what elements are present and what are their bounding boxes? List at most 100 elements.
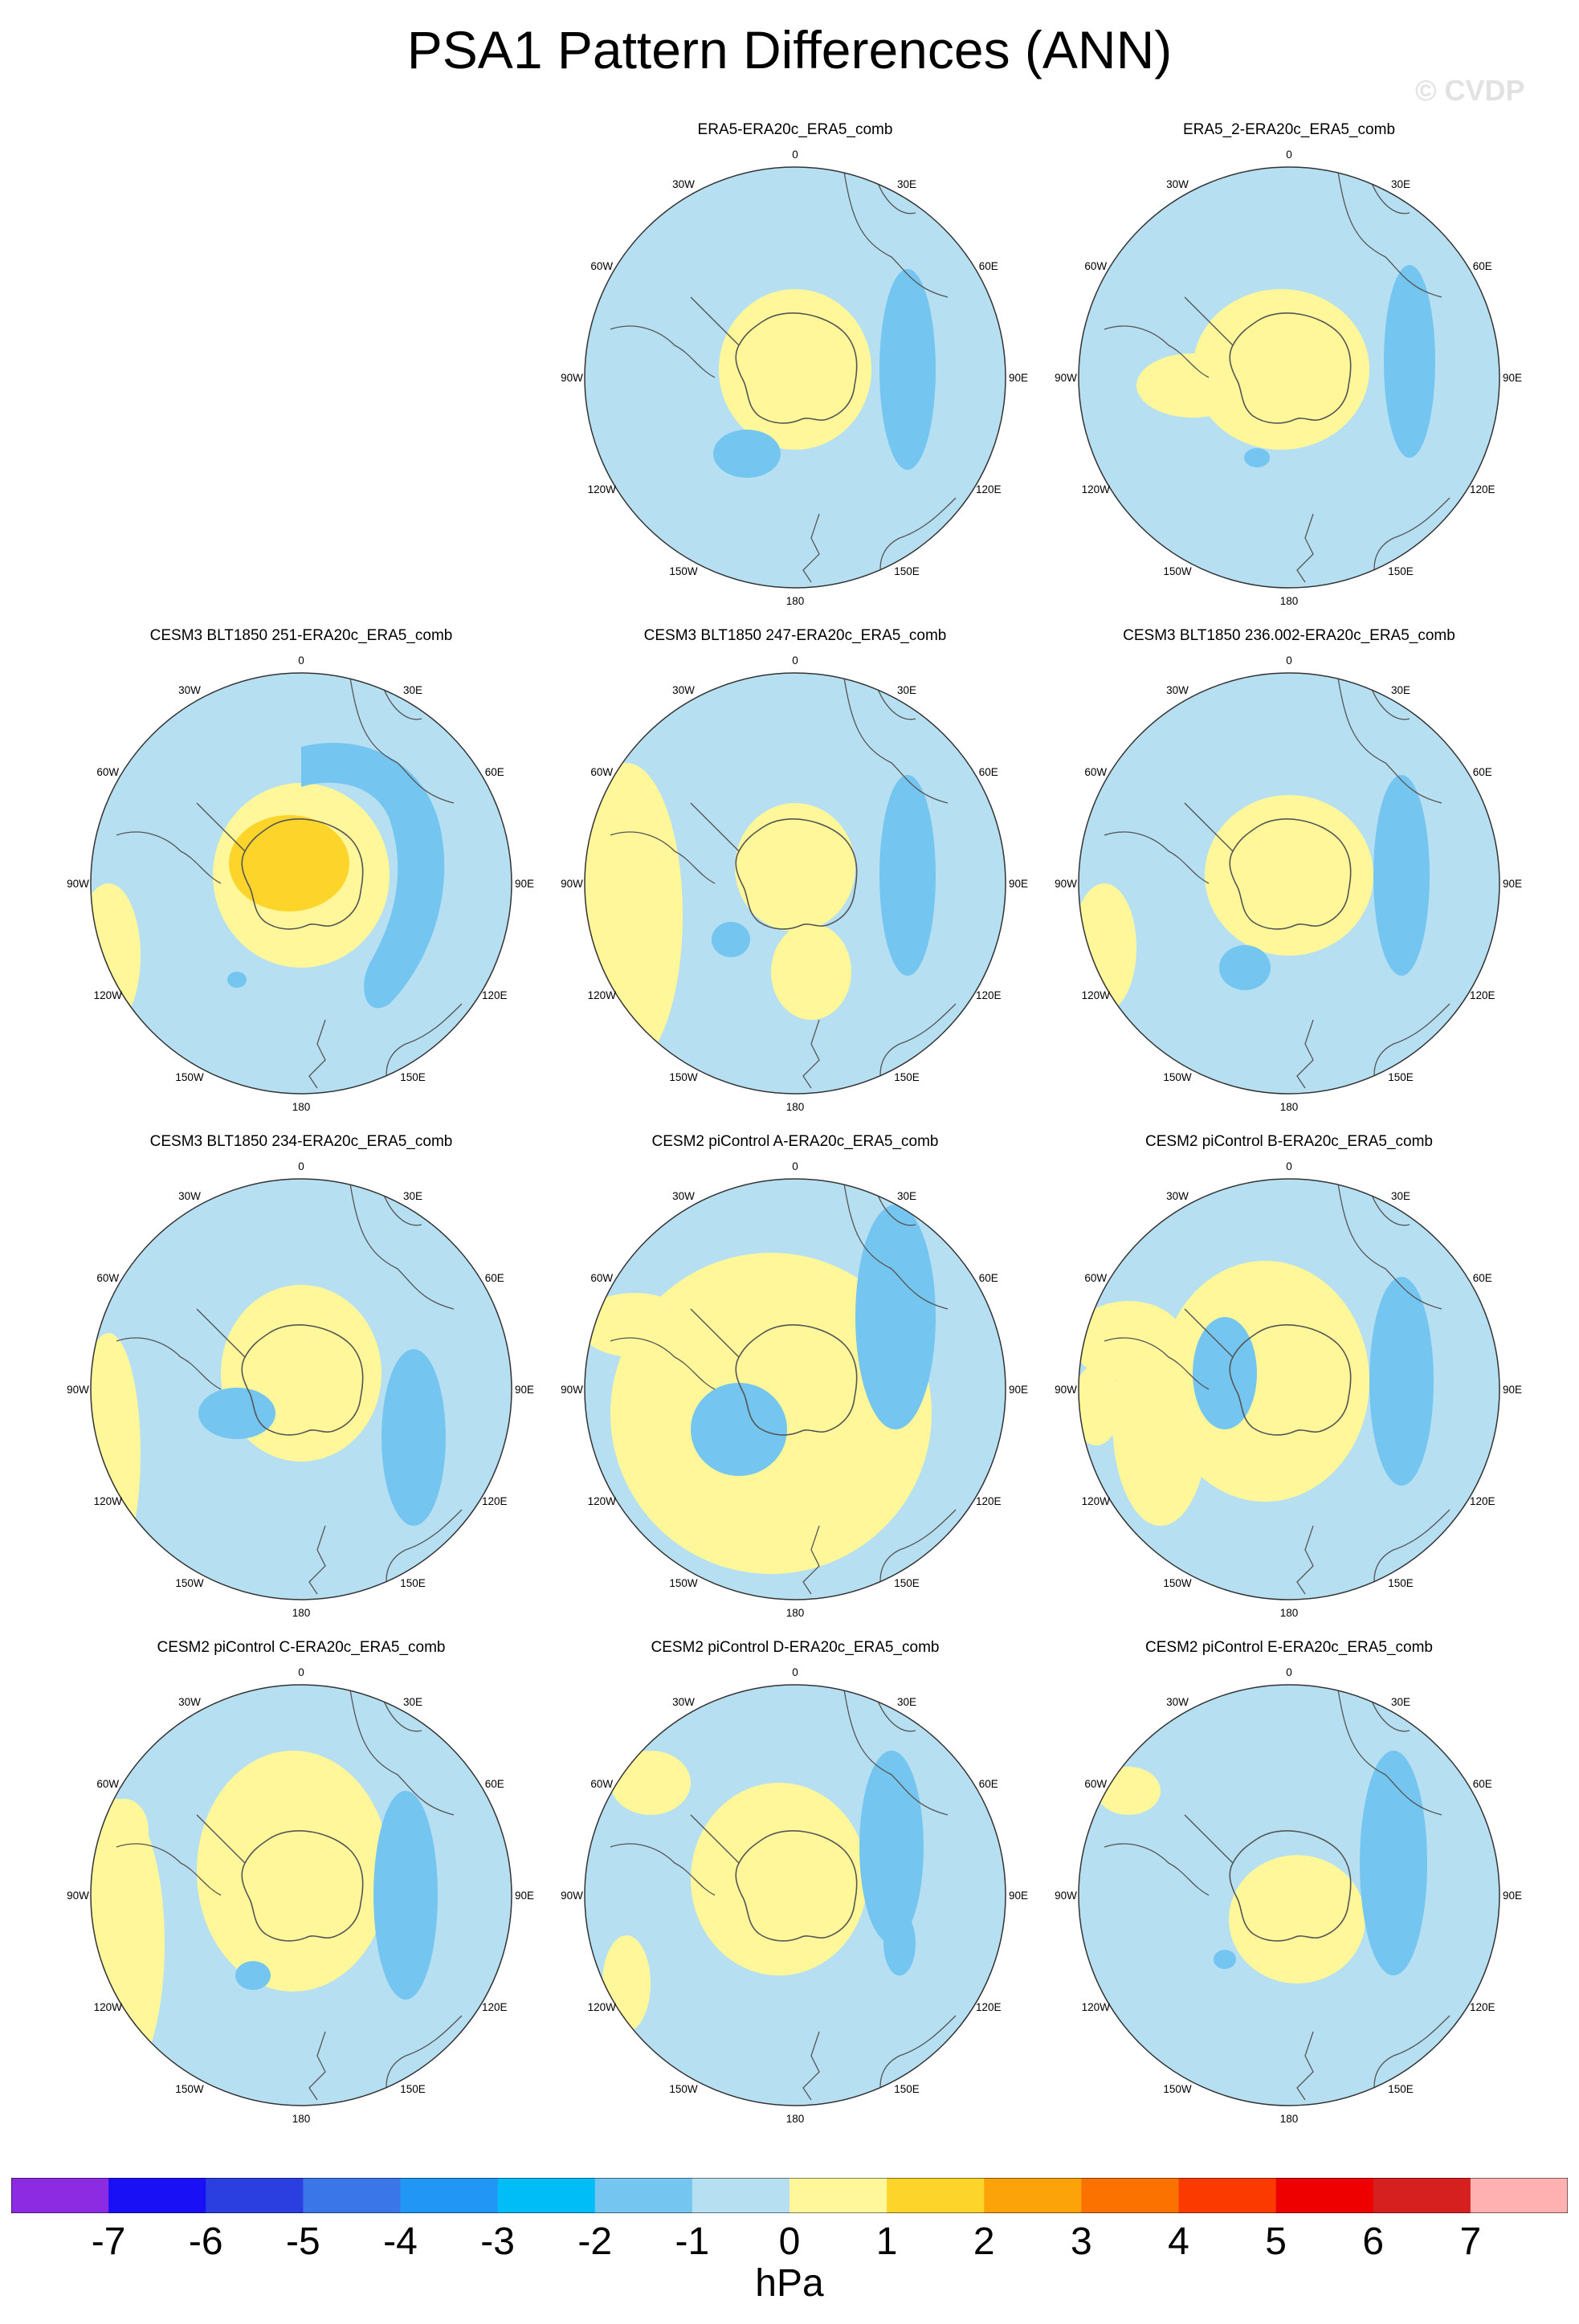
longitude-label: 30E <box>403 1190 422 1202</box>
longitude-label: 150E <box>894 2083 920 2095</box>
longitude-label: 60E <box>979 1272 998 1284</box>
longitude-label: 180 <box>786 1607 805 1619</box>
longitude-label: 0 <box>1286 1160 1292 1172</box>
longitude-label: 30E <box>897 684 916 696</box>
longitude-label: 120E <box>976 989 1002 1001</box>
longitude-label: 0 <box>298 1160 304 1172</box>
longitude-label: 180 <box>1280 2113 1299 2125</box>
longitude-label: 0 <box>792 1160 798 1172</box>
longitude-label: 120W <box>588 483 617 495</box>
map-border <box>90 672 512 1095</box>
longitude-label: 30W <box>1166 1696 1189 1708</box>
longitude-label: 150E <box>1388 1577 1414 1589</box>
colorbar-swatch <box>790 2178 887 2213</box>
longitude-label: 0 <box>1286 1666 1292 1678</box>
longitude-label: 150E <box>400 1577 426 1589</box>
longitude-label: 30E <box>1391 178 1410 190</box>
longitude-label: 60E <box>1473 1778 1492 1790</box>
longitude-label: 150W <box>175 2083 204 2095</box>
longitude-label: 60E <box>485 1272 504 1284</box>
colorbar-tick: 4 <box>1168 2220 1189 2263</box>
antarctica-coastline <box>735 312 858 424</box>
longitude-label: 150E <box>894 1071 920 1083</box>
colorbar-swatch <box>303 2178 401 2213</box>
longitude-label: 90E <box>515 1384 534 1396</box>
polar-map: 0 30E 60E 90E 120E 150E 180 150W 120W 90W 60W 30W <box>561 149 1028 607</box>
longitude-label: 120E <box>482 989 508 1001</box>
longitude-label: 90W <box>67 1890 89 1902</box>
colorbar-tick: 1 <box>875 2220 898 2263</box>
longitude-label: 30E <box>403 684 422 696</box>
longitude-label: 180 <box>786 595 805 607</box>
longitude-label: 120W <box>1082 1495 1111 1507</box>
antarctica-coastline <box>1229 818 1352 930</box>
longitude-label: 150E <box>400 2083 426 2095</box>
polar-map: 0 30E 60E 90E 120E 150E 180 150W 120W 90W 60W 30W <box>561 654 1028 1113</box>
longitude-label: 0 <box>1286 654 1292 667</box>
colorbar-swatch <box>1178 2178 1277 2213</box>
longitude-label: 120W <box>94 2001 123 2013</box>
colorbar-tick: 3 <box>1071 2220 1092 2263</box>
longitude-label: 60W <box>1084 766 1107 778</box>
longitude-label: 0 <box>298 1666 304 1678</box>
polar-map: 0 30E 60E 90E 120E 150E 180 150W 120W 90W 60W 30W <box>1055 654 1522 1113</box>
longitude-label: 150E <box>894 1577 920 1589</box>
polar-map: 0 30E 60E 90E 120E 150E 180 150W 120W 90W 60W 30W <box>67 1160 534 1619</box>
longitude-label: 120W <box>1082 989 1111 1001</box>
colorbar-tick: -6 <box>188 2220 223 2263</box>
longitude-label: 120E <box>482 1495 508 1507</box>
longitude-label: 90W <box>561 878 583 890</box>
map-panel: CESM2 piControl E-ERA20c_ERA5_comb 0 30E 60… <box>1040 1638 1538 2136</box>
longitude-label: 90E <box>1503 878 1522 890</box>
longitude-label: 180 <box>1280 595 1299 607</box>
antarctica-coastline <box>1229 1324 1352 1436</box>
longitude-label: 90E <box>515 1890 534 1902</box>
map-border <box>584 1178 1006 1600</box>
colorbar-swatch <box>1373 2178 1471 2213</box>
panel-title: CESM3 BLT1850 234-ERA20c_ERA5_comb <box>149 1133 453 1150</box>
longitude-label: 60W <box>590 1272 613 1284</box>
panel-title: CESM3 BLT1850 236.002-ERA20c_ERA5_comb <box>1123 627 1455 644</box>
longitude-label: 30W <box>1166 684 1189 696</box>
longitude-label: 150E <box>1388 2083 1414 2095</box>
longitude-label: 60E <box>979 260 998 272</box>
longitude-label: 120E <box>976 483 1002 495</box>
longitude-label: 0 <box>792 654 798 667</box>
panel-title: CESM3 BLT1850 247-ERA20c_ERA5_comb <box>643 627 947 644</box>
longitude-label: 120W <box>588 1495 617 1507</box>
longitude-label: 150E <box>1388 565 1414 577</box>
colorbar-tick: 0 <box>778 2220 801 2263</box>
longitude-label: 150W <box>669 2083 698 2095</box>
longitude-label: 90W <box>67 878 89 890</box>
antarctica-coastline <box>241 818 364 930</box>
longitude-label: 30E <box>1391 684 1410 696</box>
longitude-label: 60W <box>1084 260 1107 272</box>
longitude-label: 60W <box>96 1778 119 1790</box>
longitude-label: 180 <box>292 2113 311 2125</box>
longitude-label: 150E <box>400 1071 426 1083</box>
map-border <box>1078 672 1500 1095</box>
longitude-label: 60W <box>96 766 119 778</box>
colorbar-units: hPa <box>755 2262 824 2305</box>
longitude-label: 90E <box>1009 1890 1028 1902</box>
colorbar-swatch <box>692 2178 790 2213</box>
longitude-label: 150W <box>1163 565 1192 577</box>
colorbar-tick: 2 <box>973 2220 995 2263</box>
longitude-label: 30W <box>1166 178 1189 190</box>
longitude-label: 30E <box>897 1696 916 1708</box>
longitude-label: 30W <box>672 178 695 190</box>
longitude-label: 30E <box>403 1696 422 1708</box>
longitude-label: 0 <box>1286 149 1292 161</box>
antarctica-coastline <box>241 1324 364 1436</box>
antarctica-coastline <box>1229 1830 1352 1942</box>
panel-title: CESM3 BLT1850 251-ERA20c_ERA5_comb <box>149 627 453 644</box>
longitude-label: 60W <box>1084 1778 1107 1790</box>
longitude-label: 90W <box>1055 1890 1077 1902</box>
polar-map: 0 30E 60E 90E 120E 150E 180 150W 120W 90W 60W 30W <box>1055 149 1522 607</box>
panel-title: CESM2 piControl B-ERA20c_ERA5_comb <box>1145 1133 1433 1150</box>
longitude-label: 60E <box>979 766 998 778</box>
longitude-label: 90E <box>1009 1384 1028 1396</box>
colorbar-swatch <box>11 2178 109 2213</box>
longitude-label: 30E <box>1391 1696 1410 1708</box>
longitude-label: 150W <box>1163 2083 1192 2095</box>
